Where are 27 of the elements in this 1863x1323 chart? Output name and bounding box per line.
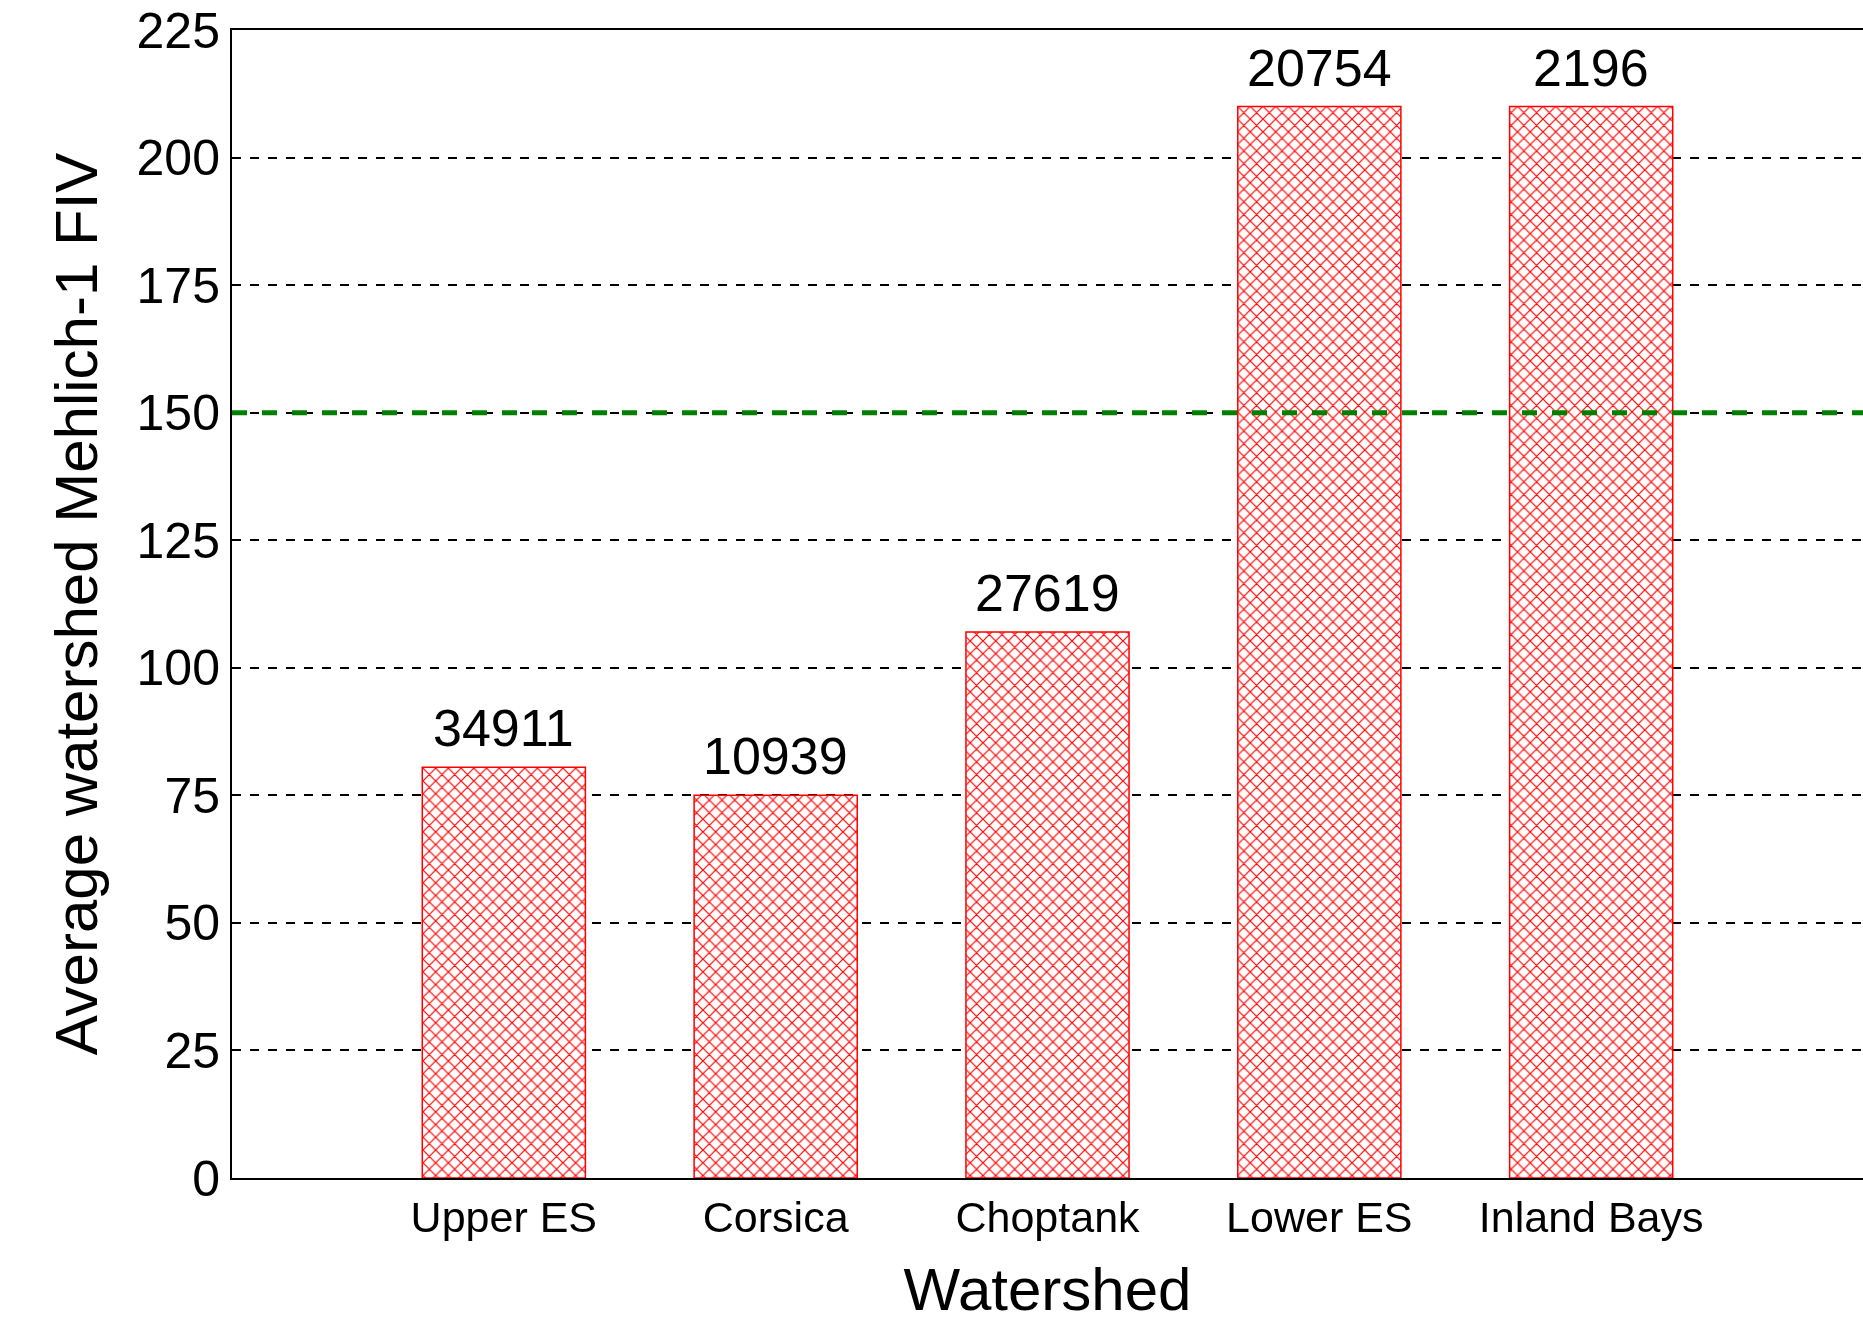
- y-tick-label: 75: [164, 767, 220, 824]
- x-tick-label: Upper ES: [410, 1192, 598, 1241]
- annotation: 34911: [433, 699, 574, 757]
- x-tick-label: Corsica: [702, 1192, 849, 1241]
- annotation: 10939: [703, 727, 848, 785]
- y-tick-label: 200: [136, 130, 220, 187]
- y-tick-label: 125: [136, 512, 220, 569]
- y-tick-label: 50: [164, 895, 220, 952]
- x-tick-label: Choptank: [955, 1192, 1141, 1241]
- y-tick-label: 25: [164, 1022, 220, 1079]
- x-tick-label: Inland Bays: [1478, 1192, 1704, 1241]
- y-tick-label: 175: [136, 257, 220, 314]
- y-tick-label: 225: [136, 2, 220, 59]
- annotation: 20754: [1247, 39, 1392, 97]
- bar: [693, 794, 858, 1178]
- y-tick-label: 0: [192, 1150, 220, 1207]
- bar: [1237, 105, 1402, 1178]
- bar: [421, 766, 587, 1178]
- annotation: 27619: [975, 564, 1120, 622]
- y-tick-label: 150: [136, 385, 220, 442]
- bar: [965, 631, 1130, 1178]
- y-tick-label: 100: [136, 640, 220, 697]
- y-axis-title: Average watershed Mehlich-1 FIV: [42, 152, 110, 1056]
- x-axis-title: Watershed: [903, 1256, 1192, 1323]
- bar: [1508, 105, 1674, 1178]
- x-tick-label: Lower ES: [1226, 1192, 1413, 1241]
- annotation: 2196: [1533, 39, 1649, 97]
